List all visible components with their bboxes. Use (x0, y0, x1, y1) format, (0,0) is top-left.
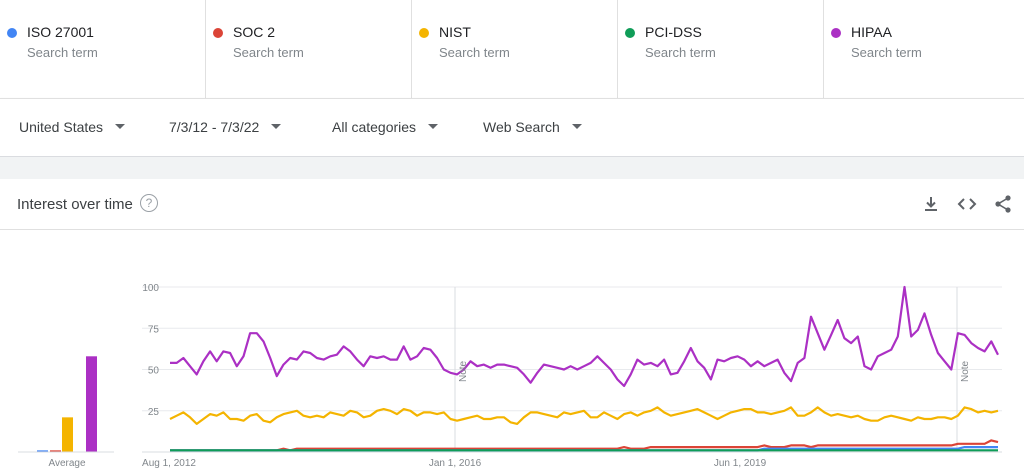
term-subtitle: Search term (233, 45, 304, 60)
search-type-dropdown[interactable]: Web Search (483, 119, 582, 135)
y-tick-label: 25 (148, 407, 160, 418)
series-color-dot (419, 28, 429, 38)
term-iso-27001[interactable]: ISO 27001 Search term (0, 0, 206, 98)
y-tick-label: 100 (142, 283, 159, 294)
y-tick-label: 75 (148, 324, 160, 335)
average-bar (86, 356, 97, 452)
average-label: Average (48, 458, 86, 469)
term-hipaa[interactable]: HIPAA Search term (824, 0, 1024, 98)
y-tick-label: 50 (148, 366, 160, 377)
chevron-down-icon (428, 123, 439, 129)
x-tick-label: Aug 1, 2012 (142, 458, 196, 469)
interest-over-time-card: Interest over time ? 100 75 50 25 Aug 1, 201… (0, 179, 1024, 474)
category-label: All categories (332, 119, 417, 135)
term-nist[interactable]: NIST Search term (412, 0, 618, 98)
embed-code-icon[interactable] (957, 194, 977, 214)
term-subtitle: Search term (27, 45, 98, 60)
category-dropdown[interactable]: All categories (332, 119, 439, 135)
region-dropdown[interactable]: United States (19, 119, 126, 135)
card-title: Interest over time (17, 196, 133, 213)
note-annotation: Note (960, 360, 971, 382)
series-color-dot (7, 28, 17, 38)
chevron-down-icon (571, 123, 582, 129)
term-name: NIST (439, 24, 471, 40)
average-bar (62, 417, 73, 452)
x-tick-label: Jan 1, 2016 (429, 458, 482, 469)
term-soc-2[interactable]: SOC 2 Search term (206, 0, 412, 98)
download-icon[interactable] (921, 194, 941, 214)
term-name: PCI-DSS (645, 24, 702, 40)
series-color-dot (831, 28, 841, 38)
term-subtitle: Search term (645, 45, 716, 60)
series-color-dot (625, 28, 635, 38)
card-header: Interest over time ? (0, 179, 1024, 230)
filter-bar: United States 7/3/12 - 7/3/22 All catego… (0, 98, 1024, 157)
time-range-label: 7/3/12 - 7/3/22 (169, 119, 260, 135)
section-separator (0, 157, 1024, 179)
search-type-label: Web Search (483, 119, 560, 135)
series-line (170, 439, 999, 452)
series-color-dot (213, 28, 223, 38)
term-name: HIPAA (851, 24, 892, 40)
series-line (169, 406, 999, 425)
help-icon[interactable]: ? (140, 194, 158, 212)
average-bar (50, 450, 61, 453)
x-tick-label: Jun 1, 2019 (714, 458, 767, 469)
term-subtitle: Search term (439, 45, 510, 60)
series-line (170, 285, 999, 388)
time-range-dropdown[interactable]: 7/3/12 - 7/3/22 (169, 119, 282, 135)
note-annotation: Note (458, 360, 469, 382)
search-terms-bar: ISO 27001 Search term SOC 2 Search term … (0, 0, 1024, 98)
term-name: ISO 27001 (27, 24, 94, 40)
share-icon[interactable] (993, 194, 1013, 214)
chevron-down-icon (271, 123, 282, 129)
chevron-down-icon (115, 123, 126, 129)
interest-over-time-chart: 100 75 50 25 Aug 1, 2012 Jan 1, 2016 Jun 1, 20… (18, 283, 1002, 469)
term-pci-dss[interactable]: PCI-DSS Search term (618, 0, 824, 98)
region-label: United States (19, 119, 104, 135)
term-subtitle: Search term (851, 45, 922, 60)
term-name: SOC 2 (233, 24, 276, 40)
average-bar (37, 450, 48, 453)
